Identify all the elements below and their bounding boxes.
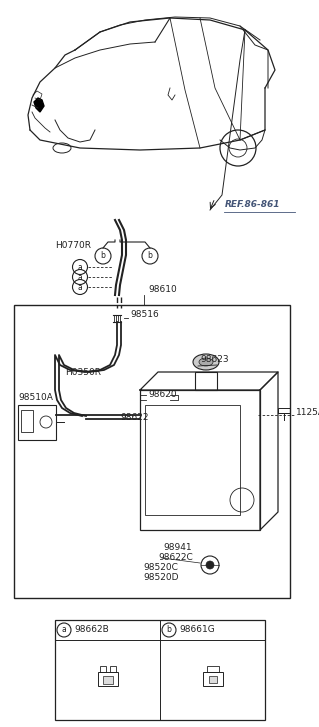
Text: b: b	[148, 252, 152, 260]
Text: 98620: 98620	[148, 390, 177, 399]
Text: 98520D: 98520D	[143, 573, 179, 582]
Text: 98520C: 98520C	[143, 563, 178, 572]
Bar	[195, 372, 217, 390]
Bar	[278, 408, 290, 413]
Text: 98622C: 98622C	[158, 553, 193, 562]
Text: H0770R: H0770R	[55, 241, 91, 250]
Text: 98510A: 98510A	[18, 393, 53, 402]
Bar	[21, 410, 33, 432]
Text: 98941: 98941	[163, 543, 192, 552]
Circle shape	[206, 561, 214, 569]
Ellipse shape	[193, 354, 219, 370]
Bar	[203, 672, 222, 686]
Text: 98623: 98623	[200, 355, 229, 364]
Ellipse shape	[199, 358, 213, 366]
Bar	[145, 405, 240, 515]
Text: a: a	[78, 283, 82, 292]
Text: 98661G: 98661G	[179, 625, 215, 635]
Bar	[140, 390, 260, 530]
Bar	[109, 666, 115, 672]
Bar	[55, 620, 265, 720]
Bar	[209, 676, 217, 683]
Text: a: a	[78, 273, 82, 281]
Bar	[206, 666, 219, 672]
Text: a: a	[62, 625, 66, 635]
Bar	[100, 666, 106, 672]
Bar	[14, 305, 290, 598]
Text: REF.86-861: REF.86-861	[225, 200, 280, 209]
Text: 98610: 98610	[148, 285, 177, 294]
Text: b: b	[167, 625, 171, 635]
Text: H0350R: H0350R	[65, 368, 101, 377]
Bar	[98, 672, 117, 686]
Polygon shape	[34, 98, 44, 112]
Bar	[102, 676, 113, 684]
Text: a: a	[78, 262, 82, 271]
Text: 98516: 98516	[130, 310, 159, 319]
Bar	[18, 405, 56, 440]
Text: b: b	[100, 252, 106, 260]
Text: 1125AD: 1125AD	[296, 408, 319, 417]
Text: 98662B: 98662B	[74, 625, 109, 635]
Text: 98622: 98622	[120, 413, 149, 422]
